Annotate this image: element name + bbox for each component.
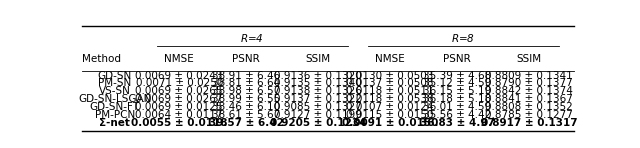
Text: 0.9137 ± 0.1322: 0.9137 ± 0.1322	[274, 94, 362, 104]
Text: 35.39 ± 4.68: 35.39 ± 4.68	[423, 71, 491, 81]
Text: $R$=8: $R$=8	[451, 32, 475, 44]
Text: SSIM: SSIM	[516, 54, 541, 64]
Text: 0.0069 ± 0.0243: 0.0069 ± 0.0243	[136, 71, 223, 81]
Text: 0.8809 ± 0.1341: 0.8809 ± 0.1341	[485, 71, 573, 81]
Text: 38.81 ± 6.64: 38.81 ± 6.64	[212, 78, 280, 89]
Text: Method: Method	[83, 54, 122, 64]
Text: 38.61 ± 5.67: 38.61 ± 5.67	[212, 110, 280, 120]
Text: 0.8917 ± 0.1317: 0.8917 ± 0.1317	[481, 118, 577, 128]
Text: PM-PCN: PM-PCN	[95, 110, 135, 120]
Text: 0.0091 ± 0.0150: 0.0091 ± 0.0150	[342, 118, 438, 128]
Text: 0.8785 ± 0.1277: 0.8785 ± 0.1277	[485, 110, 573, 120]
Text: 0.0069 ± 0.0265: 0.0069 ± 0.0265	[136, 86, 223, 96]
Text: 0.8842 ± 0.1374: 0.8842 ± 0.1374	[485, 86, 573, 96]
Text: 36.15 ± 5.19: 36.15 ± 5.19	[423, 86, 491, 96]
Text: NMSE: NMSE	[164, 54, 194, 64]
Text: 0.0118 ± 0.0511: 0.0118 ± 0.0511	[346, 86, 434, 96]
Text: 0.0130 ± 0.0503: 0.0130 ± 0.0503	[346, 71, 434, 81]
Text: 0.9205 ± 0.1234: 0.9205 ± 0.1234	[270, 118, 366, 128]
Text: 0.0055 ± 0.0118: 0.0055 ± 0.0118	[131, 118, 227, 128]
Text: 36.01 ± 4.59: 36.01 ± 4.59	[423, 102, 491, 112]
Text: GD-SN: GD-SN	[97, 71, 132, 81]
Text: 0.0137 ± 0.0508: 0.0137 ± 0.0508	[346, 78, 434, 89]
Text: GD-SN-LSGAN: GD-SN-LSGAN	[78, 94, 152, 104]
Text: PM-SN: PM-SN	[98, 78, 131, 89]
Text: 35.56 ± 4.42: 35.56 ± 4.42	[423, 110, 491, 120]
Text: 35.12 ± 4.59: 35.12 ± 4.59	[423, 78, 491, 89]
Text: 0.0069 ± 0.0125: 0.0069 ± 0.0125	[136, 102, 223, 112]
Text: 0.9136 ± 0.1320: 0.9136 ± 0.1320	[274, 71, 362, 81]
Text: 0.9127 ± 0.1199: 0.9127 ± 0.1199	[274, 110, 362, 120]
Text: 0.0107 ± 0.0124: 0.0107 ± 0.0124	[346, 102, 434, 112]
Text: VS-SN: VS-SN	[99, 86, 131, 96]
Text: SSIM: SSIM	[305, 54, 331, 64]
Text: Σ-net: Σ-net	[99, 118, 130, 128]
Text: GD-SN-FT: GD-SN-FT	[90, 102, 140, 112]
Text: PSNR: PSNR	[443, 54, 471, 64]
Text: 0.0064 ± 0.0117: 0.0064 ± 0.0117	[136, 110, 223, 120]
Text: 0.8841 ± 0.1367: 0.8841 ± 0.1367	[485, 94, 573, 104]
Text: 38.91 ± 6.46: 38.91 ± 6.46	[212, 71, 280, 81]
Text: 38.98 ± 6.57: 38.98 ± 6.57	[212, 86, 280, 96]
Text: 0.8808 ± 0.1352: 0.8808 ± 0.1352	[485, 102, 573, 112]
Text: 0.0069 ± 0.0267: 0.0069 ± 0.0267	[136, 94, 223, 104]
Text: 0.0118 ± 0.0538: 0.0118 ± 0.0538	[346, 94, 434, 104]
Text: $R$=4: $R$=4	[241, 32, 264, 44]
Text: 38.46 ± 6.10: 38.46 ± 6.10	[212, 102, 280, 112]
Text: 0.9085 ± 0.1327: 0.9085 ± 0.1327	[274, 102, 362, 112]
Text: PSNR: PSNR	[232, 54, 260, 64]
Text: 0.0115 ± 0.0150: 0.0115 ± 0.0150	[346, 110, 434, 120]
Text: 0.9135 ± 0.1340: 0.9135 ± 0.1340	[274, 78, 362, 89]
Text: 0.8790 ± 0.1377: 0.8790 ± 0.1377	[485, 78, 573, 89]
Text: 0.9138 ± 0.1326: 0.9138 ± 0.1326	[274, 86, 362, 96]
Text: 36.83 ± 4.97: 36.83 ± 4.97	[420, 118, 494, 128]
Text: 39.57 ± 6.42: 39.57 ± 6.42	[209, 118, 284, 128]
Text: 38.99 ± 6.55: 38.99 ± 6.55	[212, 94, 280, 104]
Text: NMSE: NMSE	[375, 54, 405, 64]
Text: 36.18 ± 5.18: 36.18 ± 5.18	[423, 94, 491, 104]
Text: 0.0071 ± 0.0250: 0.0071 ± 0.0250	[136, 78, 223, 89]
